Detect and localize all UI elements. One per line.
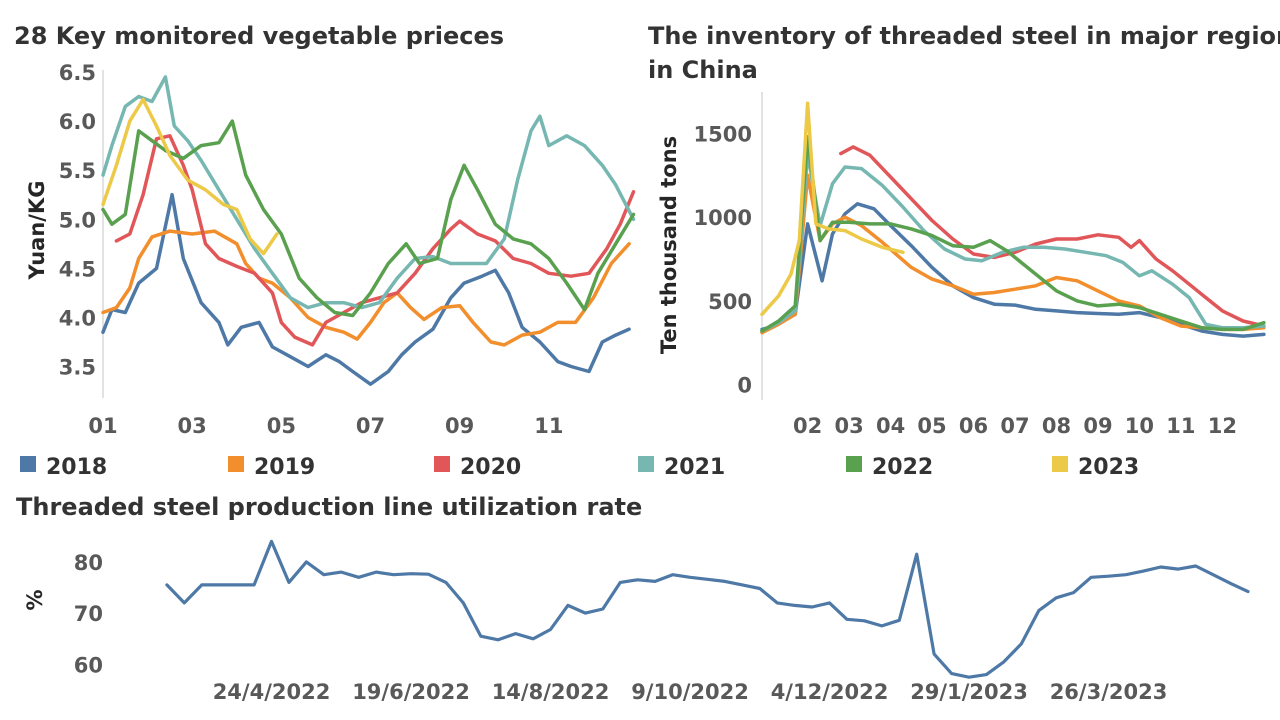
inv-x-tick-label: 09 [1083, 414, 1112, 438]
legend-label-2018: 2018 [46, 455, 107, 480]
inv-x-tick-label: 07 [1000, 414, 1029, 438]
veg-y-tick-label: 5.0 [59, 208, 96, 232]
inv-x-tick-label: 05 [917, 414, 946, 438]
util-series-line-utilization [165, 539, 1250, 679]
legend-label-2020: 2020 [460, 455, 521, 480]
legend-swatch-2022 [846, 456, 862, 472]
legend-swatch-2019 [228, 456, 244, 472]
inv-x-tick-label: 02 [793, 414, 822, 438]
util-x-tick-label: 9/10/2022 [631, 680, 749, 704]
inventory-chart-title: The inventory of threaded steel in major… [648, 22, 1280, 84]
util-y-tick-label: 80 [74, 551, 103, 575]
veg-series-line-2022 [101, 119, 636, 318]
legend-swatch-2018 [20, 456, 36, 472]
vegetable-chart-title: 28 Key monitored vegetable prieces [14, 22, 504, 50]
inv-x-tick-label: 03 [834, 414, 863, 438]
vegetable-y-ticks: 6.5 6.0 5.5 5.0 4.5 4.0 3.5 [59, 61, 96, 380]
inv-series-line-2020 [839, 145, 1266, 328]
utilization-y-axis-label: % [23, 589, 47, 610]
inventory-title-line-2: in China [648, 56, 758, 84]
utilization-series-lines [165, 539, 1250, 679]
vegetable-x-ticks: 01 03 05 07 09 11 [88, 414, 563, 438]
veg-x-tick-label: 03 [178, 414, 207, 438]
util-y-tick-label: 70 [74, 602, 103, 626]
veg-y-tick-label: 6.0 [59, 110, 96, 134]
veg-x-tick-label: 07 [356, 414, 385, 438]
legend-label-2022: 2022 [872, 455, 933, 480]
inventory-chart: The inventory of threaded steel in major… [648, 22, 1280, 438]
inv-x-tick-label: 08 [1042, 414, 1071, 438]
inv-series-line-2022 [760, 135, 1266, 333]
legend-label-2023: 2023 [1078, 455, 1139, 480]
legend-swatch-2021 [638, 456, 654, 472]
inv-y-tick-label: 1000 [694, 206, 752, 230]
inventory-y-ticks: 1500 1000 500 0 [694, 122, 752, 397]
veg-y-tick-label: 5.5 [59, 159, 96, 183]
veg-y-tick-label: 4.5 [59, 257, 96, 281]
veg-y-tick-label: 3.5 [59, 356, 96, 380]
vegetable-series-lines [101, 75, 636, 386]
veg-series-line-2021 [101, 75, 636, 310]
veg-x-tick-label: 09 [445, 414, 474, 438]
inv-x-tick-label: 06 [959, 414, 988, 438]
utilization-chart-title: Threaded steel production line utilizati… [16, 493, 642, 521]
inv-y-tick-label: 500 [708, 290, 752, 314]
inv-x-tick-label: 11 [1166, 414, 1195, 438]
vegetable-price-chart: 28 Key monitored vegetable prieces Yuan/… [14, 22, 636, 438]
legend-label-2021: 2021 [664, 455, 725, 480]
veg-x-tick-label: 01 [88, 414, 117, 438]
util-x-tick-label: 4/12/2022 [771, 680, 889, 704]
inventory-y-axis-label: Ten thousand tons [657, 136, 681, 354]
veg-x-tick-label: 05 [267, 414, 296, 438]
inv-series-line-2023 [760, 101, 905, 317]
util-x-tick-label: 14/8/2022 [492, 680, 610, 704]
inv-y-tick-label: 1500 [694, 122, 752, 146]
util-x-tick-label: 24/4/2022 [213, 680, 331, 704]
veg-series-line-2018 [101, 192, 631, 386]
veg-series-line-2023 [101, 97, 279, 256]
legend: 2018 2019 2020 2021 2022 2023 [20, 455, 1139, 480]
veg-series-line-2019 [101, 229, 631, 347]
legend-label-2019: 2019 [254, 455, 315, 480]
vegetable-y-axis-label: Yuan/KG [25, 181, 49, 281]
inv-x-tick-label: 04 [876, 414, 905, 438]
legend-swatch-2023 [1052, 456, 1068, 472]
inventory-series-lines [760, 101, 1266, 338]
utilization-x-ticks: 24/4/2022 19/6/2022 14/8/2022 9/10/2022 4/12… [213, 680, 1168, 704]
inventory-title-line-1: The inventory of threaded steel in major… [648, 22, 1280, 50]
veg-y-tick-label: 6.5 [59, 61, 96, 85]
util-x-tick-label: 29/1/2023 [910, 680, 1028, 704]
utilization-chart: Threaded steel production line utilizati… [16, 493, 1250, 704]
inv-y-tick-label: 0 [737, 374, 752, 398]
util-x-tick-label: 26/3/2023 [1050, 680, 1168, 704]
veg-y-tick-label: 4.0 [59, 306, 96, 330]
inv-series-line-2021 [760, 151, 1266, 333]
inv-x-tick-label: 12 [1208, 414, 1237, 438]
veg-x-tick-label: 11 [534, 414, 563, 438]
util-y-tick-label: 60 [74, 653, 103, 677]
util-x-tick-label: 19/6/2022 [352, 680, 470, 704]
inventory-x-ticks: 02 03 04 05 06 07 08 09 10 11 12 [793, 414, 1237, 438]
legend-swatch-2020 [434, 456, 450, 472]
inv-x-tick-label: 10 [1125, 414, 1154, 438]
utilization-y-ticks: 80 70 60 [74, 551, 103, 678]
